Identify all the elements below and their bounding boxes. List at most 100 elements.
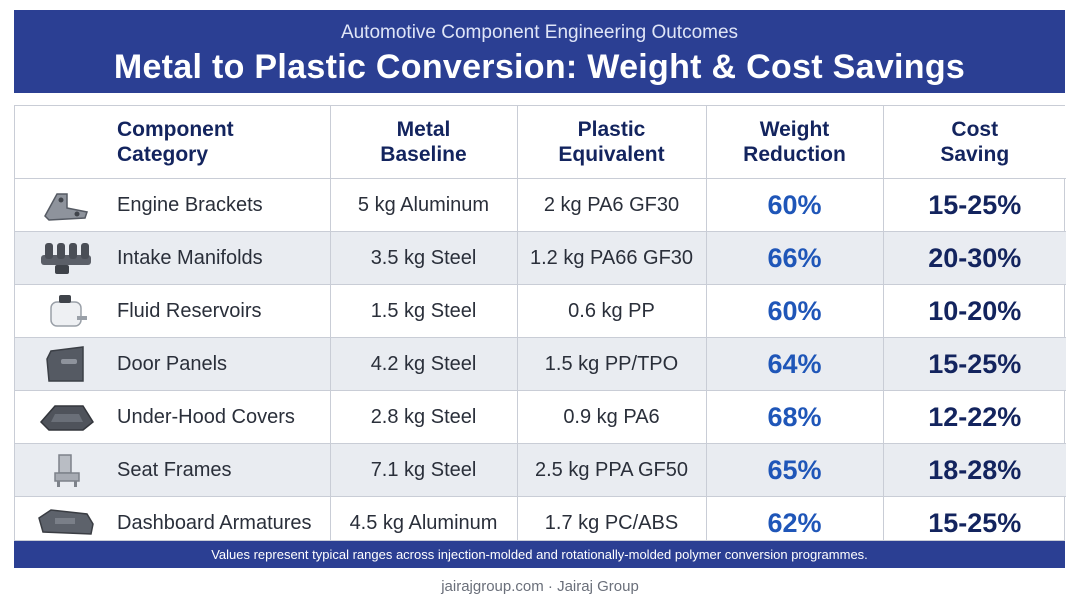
door-panel-icon bbox=[15, 338, 117, 390]
cell-cost-saving-value: 15-25% bbox=[928, 189, 1022, 220]
cell-metal-baseline-value: 1.5 kg Steel bbox=[370, 299, 477, 322]
cell-component: Dashboard Armatures bbox=[15, 496, 330, 549]
component-name: Door Panels bbox=[117, 352, 228, 375]
fluid-reservoir-icon bbox=[15, 285, 117, 337]
component-name: Seat Frames bbox=[117, 458, 232, 481]
cell-plastic-equivalent: 0.9 kg PA6 bbox=[516, 390, 706, 444]
intake-manifold-icon bbox=[15, 232, 117, 284]
cell-weight-reduction-value: 68% bbox=[767, 401, 822, 432]
cell-weight-reduction-value: 66% bbox=[767, 242, 822, 273]
table-row: Fluid Reservoirs 1.5 kg Steel 0.6 kg PP 60%… bbox=[15, 284, 1066, 338]
cell-weight-reduction-value: 60% bbox=[767, 189, 822, 220]
cell-metal-baseline: 2.8 kg Steel bbox=[329, 390, 517, 444]
cell-metal-baseline: 4.5 kg Aluminum bbox=[329, 496, 517, 549]
cell-weight-reduction: 68% bbox=[705, 390, 883, 444]
dashboard-armature-icon bbox=[15, 497, 117, 549]
cell-plastic-equivalent-value: 1.2 kg PA66 GF30 bbox=[529, 246, 694, 269]
table-row: Intake Manifolds 3.5 kg Steel 1.2 kg PA66 … bbox=[15, 231, 1066, 285]
header-banner: Automotive Component Engineering Outcome… bbox=[14, 10, 1065, 93]
cell-component: Fluid Reservoirs bbox=[15, 284, 330, 338]
cell-cost-saving-value: 10-20% bbox=[928, 295, 1022, 326]
cell-cost-saving: 12-22% bbox=[882, 390, 1066, 444]
cell-metal-baseline: 3.5 kg Steel bbox=[329, 231, 517, 285]
col-header-label: Component Category bbox=[117, 118, 234, 166]
cell-cost-saving: 15-25% bbox=[882, 496, 1066, 549]
cell-component: Door Panels bbox=[15, 337, 330, 391]
component-name: Intake Manifolds bbox=[117, 246, 263, 269]
cell-cost-saving: 20-30% bbox=[882, 231, 1066, 285]
cell-plastic-equivalent-value: 0.9 kg PA6 bbox=[563, 405, 660, 428]
cell-metal-baseline-value: 3.5 kg Steel bbox=[370, 246, 477, 269]
cell-plastic-equivalent: 1.5 kg PP/TPO bbox=[516, 337, 706, 391]
cell-plastic-equivalent: 1.2 kg PA66 GF30 bbox=[516, 231, 706, 285]
cell-metal-baseline: 5 kg Aluminum bbox=[329, 178, 517, 232]
cell-metal-baseline-value: 4.5 kg Aluminum bbox=[349, 511, 498, 534]
cell-cost-saving: 15-25% bbox=[882, 337, 1066, 391]
cell-metal-baseline-value: 5 kg Aluminum bbox=[357, 193, 490, 216]
cell-weight-reduction-value: 62% bbox=[767, 507, 822, 538]
cell-metal-baseline: 4.2 kg Steel bbox=[329, 337, 517, 391]
cell-plastic-equivalent-value: 1.5 kg PP/TPO bbox=[544, 352, 679, 375]
comparison-table: Component Category Metal Baseline Plastic E… bbox=[14, 105, 1066, 549]
cell-cost-saving: 10-20% bbox=[882, 284, 1066, 338]
component-name: Engine Brackets bbox=[117, 193, 263, 216]
cell-weight-reduction-value: 64% bbox=[767, 348, 822, 379]
cell-metal-baseline-value: 7.1 kg Steel bbox=[370, 458, 477, 481]
cell-cost-saving-value: 20-30% bbox=[928, 242, 1022, 273]
col-header-metal: Metal Baseline bbox=[329, 106, 517, 179]
table-row: Seat Frames 7.1 kg Steel 2.5 kg PPA GF50 65… bbox=[15, 443, 1066, 497]
col-header-component: Component Category bbox=[15, 106, 330, 179]
cell-weight-reduction: 64% bbox=[705, 337, 883, 391]
cell-weight-reduction-value: 60% bbox=[767, 295, 822, 326]
col-header-label: Plastic Equivalent bbox=[558, 118, 665, 166]
footnote: Values represent typical ranges across i… bbox=[14, 541, 1065, 568]
cell-metal-baseline: 7.1 kg Steel bbox=[329, 443, 517, 497]
cell-cost-saving-value: 18-28% bbox=[928, 454, 1022, 485]
col-header-label: Cost Saving bbox=[940, 118, 1010, 166]
page-title: Metal to Plastic Conversion: Weight & Co… bbox=[113, 48, 966, 86]
cell-plastic-equivalent: 1.7 kg PC/ABS bbox=[516, 496, 706, 549]
cell-metal-baseline: 1.5 kg Steel bbox=[329, 284, 517, 338]
col-header-label: Metal Baseline bbox=[380, 118, 467, 166]
table-row: Under-Hood Covers 2.8 kg Steel 0.9 kg PA6 6… bbox=[15, 390, 1066, 444]
cell-metal-baseline-value: 2.8 kg Steel bbox=[370, 405, 477, 428]
table-row: Engine Brackets 5 kg Aluminum 2 kg PA6 GF3… bbox=[15, 178, 1066, 232]
credit-line: jairajgroup.com · Jairaj Group bbox=[441, 578, 639, 595]
cell-weight-reduction: 62% bbox=[705, 496, 883, 549]
cell-cost-saving-value: 15-25% bbox=[928, 348, 1022, 379]
cell-component: Under-Hood Covers bbox=[15, 390, 330, 444]
cell-weight-reduction: 60% bbox=[705, 284, 883, 338]
component-name: Dashboard Armatures bbox=[117, 511, 312, 534]
under-hood-cover-icon bbox=[15, 391, 117, 443]
col-header-cost: Cost Saving bbox=[882, 106, 1066, 179]
cell-component: Intake Manifolds bbox=[15, 231, 330, 285]
col-header-weight: Weight Reduction bbox=[705, 106, 883, 179]
cell-metal-baseline-value: 4.2 kg Steel bbox=[370, 352, 477, 375]
cell-weight-reduction: 60% bbox=[705, 178, 883, 232]
cell-weight-reduction-value: 65% bbox=[767, 454, 822, 485]
seat-frame-icon bbox=[15, 444, 117, 496]
table-header-row: Component Category Metal Baseline Plastic E… bbox=[15, 106, 1066, 179]
engine-bracket-icon bbox=[15, 179, 117, 231]
table-row: Dashboard Armatures 4.5 kg Aluminum 1.7 kg… bbox=[15, 496, 1066, 549]
table-row: Door Panels 4.2 kg Steel 1.5 kg PP/TPO 64% 1… bbox=[15, 337, 1066, 391]
cell-plastic-equivalent-value: 2.5 kg PPA GF50 bbox=[534, 458, 689, 481]
cell-plastic-equivalent-value: 1.7 kg PC/ABS bbox=[544, 511, 679, 534]
cell-cost-saving: 18-28% bbox=[882, 443, 1066, 497]
cell-cost-saving-value: 15-25% bbox=[928, 507, 1022, 538]
component-name: Under-Hood Covers bbox=[117, 405, 295, 428]
cell-plastic-equivalent: 0.6 kg PP bbox=[516, 284, 706, 338]
col-header-label: Weight Reduction bbox=[743, 118, 846, 166]
cell-cost-saving: 15-25% bbox=[882, 178, 1066, 232]
page-subtitle: Automotive Component Engineering Outcome… bbox=[340, 22, 739, 43]
cell-weight-reduction: 65% bbox=[705, 443, 883, 497]
cell-cost-saving-value: 12-22% bbox=[928, 401, 1022, 432]
cell-plastic-equivalent: 2 kg PA6 GF30 bbox=[516, 178, 706, 232]
cell-plastic-equivalent-value: 2 kg PA6 GF30 bbox=[543, 193, 680, 216]
cell-component: Engine Brackets bbox=[15, 178, 330, 232]
cell-plastic-equivalent: 2.5 kg PPA GF50 bbox=[516, 443, 706, 497]
cell-weight-reduction: 66% bbox=[705, 231, 883, 285]
component-name: Fluid Reservoirs bbox=[117, 299, 262, 322]
col-header-plastic: Plastic Equivalent bbox=[516, 106, 706, 179]
cell-plastic-equivalent-value: 0.6 kg PP bbox=[568, 299, 655, 322]
